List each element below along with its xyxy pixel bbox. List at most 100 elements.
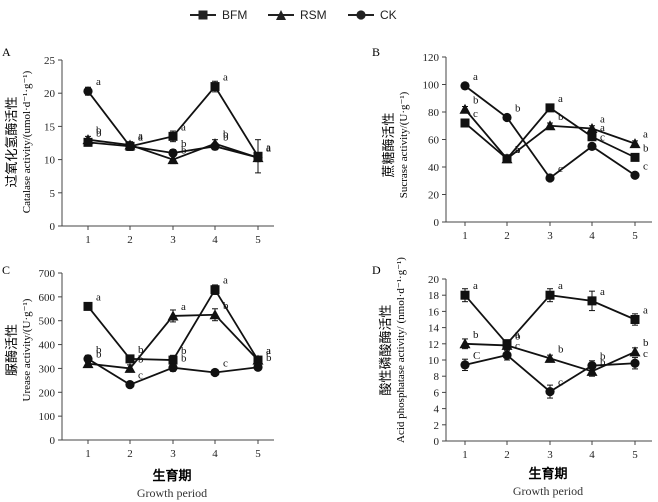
significance-letter-rsm: b: [138, 353, 144, 365]
significance-letter-bfm: a: [181, 121, 186, 133]
significance-letter-bfm: a: [223, 275, 228, 287]
x-tick-label: 3: [547, 449, 553, 461]
y-tick-label: 60: [428, 135, 440, 147]
triangle-marker-rsm: [501, 153, 513, 164]
significance-letter-bfm: a: [266, 141, 271, 153]
y-tick-label: 700: [39, 268, 56, 280]
triangle-marker-rsm: [209, 309, 221, 320]
significance-letter-rsm: b: [558, 343, 564, 355]
triangle-marker-rsm: [629, 346, 641, 357]
triangle-marker-rsm: [501, 339, 513, 350]
square-marker-bfm: [630, 315, 640, 324]
square-marker-bfm: [168, 355, 178, 365]
panel-letter-d: D: [372, 263, 381, 277]
y-tick-label: 10: [428, 355, 440, 367]
y-tick-label: 16: [428, 306, 440, 318]
y-tick-label: 200: [39, 387, 56, 399]
circle-marker-ck: [630, 170, 640, 180]
x-tick-label: 2: [127, 234, 133, 246]
significance-letter-bfm: a: [138, 131, 143, 143]
significance-letter-rsm: b: [223, 129, 229, 141]
significance-letter-ck: C: [473, 350, 480, 362]
significance-letter-bfm: a: [600, 122, 605, 134]
series-line-bfm: [464, 106, 636, 161]
significance-letter-rsm: b: [96, 125, 102, 137]
y-tick-label: 10: [44, 155, 56, 167]
circle-marker-ck: [460, 81, 470, 91]
legend: BFM RSM CK: [0, 4, 658, 26]
triangle-marker-rsm: [82, 134, 94, 145]
x-tick-label: 4: [212, 448, 218, 460]
y-tick-label: 25: [44, 55, 56, 67]
series-line-ck: [87, 90, 259, 159]
significance-letter-bfm: a: [643, 305, 648, 317]
significance-letter-ck: c: [558, 377, 563, 389]
significance-letter-ck: a: [96, 76, 101, 88]
significance-letter-ck: c: [643, 160, 648, 172]
significance-letter-ck: c: [558, 163, 563, 175]
y-tick-label: 20: [428, 190, 440, 202]
panel-a: A 过氧化氢酶活性 Catalase activity/(umol·d⁻¹·g⁻…: [2, 45, 274, 246]
square-marker-bfm: [125, 354, 135, 364]
y-tick-label: 6: [434, 387, 440, 399]
y-tick-label: 40: [428, 162, 440, 174]
circle-marker-ck: [545, 173, 555, 183]
y-tick-label: 2: [434, 420, 440, 432]
y-tick-label: 100: [423, 80, 440, 92]
y-tick-label: 15: [44, 121, 56, 133]
square-marker-bfm: [545, 103, 555, 113]
y-tick-label: 100: [39, 411, 56, 423]
y-tick-label: 0: [50, 221, 56, 233]
significance-letter-ck: b: [515, 103, 521, 115]
significance-letter-rsm: a: [138, 130, 143, 142]
series-line-rsm: [464, 108, 636, 160]
significance-letter-bfm: c: [473, 108, 478, 120]
x-tick-label: 2: [504, 230, 510, 242]
x-tick-label: 1: [85, 448, 91, 460]
x-tick-label: 5: [255, 234, 261, 246]
series-line-ck: [464, 85, 636, 180]
xlabel-cn-right: 生育期: [528, 466, 567, 482]
x-tick-label: 3: [170, 448, 176, 460]
y-tick-label: 20: [428, 274, 440, 286]
square-marker-bfm: [460, 290, 470, 300]
circle-marker-ck: [210, 367, 220, 378]
x-tick-label: 3: [547, 230, 553, 242]
square-marker-bfm: [587, 296, 597, 306]
significance-letter-rsm: a: [266, 345, 271, 357]
significance-letter-rsm: a: [600, 114, 605, 126]
significance-letter-bfm: a: [223, 72, 228, 84]
significance-letter-bfm: a: [515, 329, 520, 341]
significance-letter-ck: c: [515, 340, 520, 352]
triangle-marker-rsm: [167, 154, 179, 165]
y-tick-label: 5: [50, 188, 56, 200]
x-tick-label: 5: [632, 449, 638, 461]
panel-letter-a: A: [2, 45, 11, 59]
triangle-marker-rsm: [544, 120, 556, 131]
triangle-marker-rsm: [544, 352, 556, 363]
square-marker-bfm: [545, 290, 555, 300]
circle-marker-ck: [502, 350, 512, 360]
x-tick-label: 4: [589, 230, 595, 242]
panel-letter-b: B: [372, 45, 380, 59]
x-tick-label: 5: [632, 230, 638, 242]
y-tick-label: 14: [428, 323, 440, 335]
x-tick-label: 1: [462, 230, 468, 242]
significance-letter-ck: b: [266, 352, 272, 364]
significance-letter-rsm: b: [515, 144, 521, 156]
circle-marker-ck: [83, 86, 93, 96]
triangle-marker-rsm: [167, 310, 179, 321]
significance-letter-rsm: a: [266, 143, 271, 155]
series-line-bfm: [87, 85, 259, 157]
ylabel-en-c: Urease activity/(U·g⁻¹): [21, 298, 33, 401]
y-tick-label: 500: [39, 316, 56, 328]
significance-letter-rsm: b: [473, 329, 479, 341]
triangle-marker-rsm: [586, 123, 598, 133]
circle-marker-ck: [253, 153, 263, 163]
square-marker-bfm: [83, 301, 93, 311]
significance-letter-bfm: a: [473, 280, 478, 292]
triangle-marker-rsm: [252, 354, 264, 365]
y-tick-label: 8: [434, 371, 440, 383]
square-marker-bfm: [630, 152, 640, 162]
